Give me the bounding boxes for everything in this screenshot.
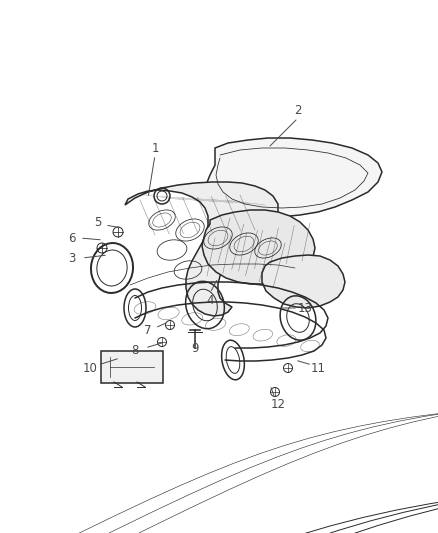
Text: 8: 8 <box>131 343 139 357</box>
Text: 6: 6 <box>68 231 76 245</box>
Text: 5: 5 <box>94 215 102 229</box>
Text: 12: 12 <box>271 399 286 411</box>
Text: 7: 7 <box>144 324 152 336</box>
Text: 1: 1 <box>151 141 159 155</box>
Polygon shape <box>125 182 278 316</box>
Text: 9: 9 <box>191 342 199 354</box>
Text: 3: 3 <box>68 252 76 264</box>
Text: 11: 11 <box>311 361 325 375</box>
Polygon shape <box>204 138 382 218</box>
Polygon shape <box>262 255 345 308</box>
FancyBboxPatch shape <box>101 351 163 383</box>
Text: 10: 10 <box>82 361 97 375</box>
Polygon shape <box>202 210 315 284</box>
Text: 13: 13 <box>297 302 312 314</box>
Text: 4: 4 <box>206 294 214 306</box>
Text: 2: 2 <box>294 103 302 117</box>
